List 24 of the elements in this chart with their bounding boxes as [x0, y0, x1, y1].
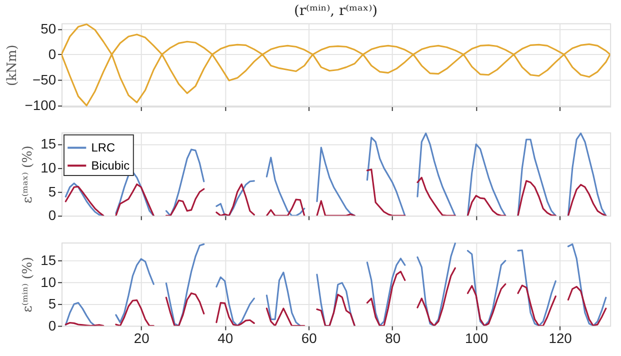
y-tick-label: 0: [48, 207, 56, 224]
y-tick-label: 15: [40, 136, 56, 152]
y-tick-label: 5: [48, 296, 56, 312]
x-tick-label: 60: [301, 330, 318, 346]
y-tick-label: 10: [40, 274, 56, 290]
chart-title: (r⁽ᵐⁱⁿ⁾, r⁽ᵐᵃˣ⁾): [294, 2, 378, 19]
y-tick-label: −100: [24, 96, 56, 113]
legend-label: Bicubic: [91, 158, 130, 173]
y-axis-title: ε⁽ᵐⁱⁿ⁾ (%): [20, 256, 36, 312]
y-tick-label: 50: [40, 20, 56, 36]
y-tick-label: 15: [40, 252, 56, 268]
y-tick-label: 0: [48, 46, 56, 62]
y-tick-label: 0: [48, 317, 56, 334]
y-tick-label: 10: [40, 160, 56, 176]
y-tick-label: −50: [32, 71, 56, 88]
y-axis-title: (kNm): [4, 44, 20, 86]
x-tick-label: 100: [465, 330, 488, 346]
x-tick-label: 20: [134, 330, 150, 346]
y-axis-title: ε⁽ᵐᵃˣ⁾ (%): [20, 146, 36, 204]
x-tick-label: 80: [385, 330, 401, 346]
y-tick-label: 5: [48, 183, 56, 200]
x-tick-label: 120: [548, 330, 572, 346]
x-tick-label: 40: [218, 330, 234, 346]
legend-label: LRC: [91, 140, 116, 155]
